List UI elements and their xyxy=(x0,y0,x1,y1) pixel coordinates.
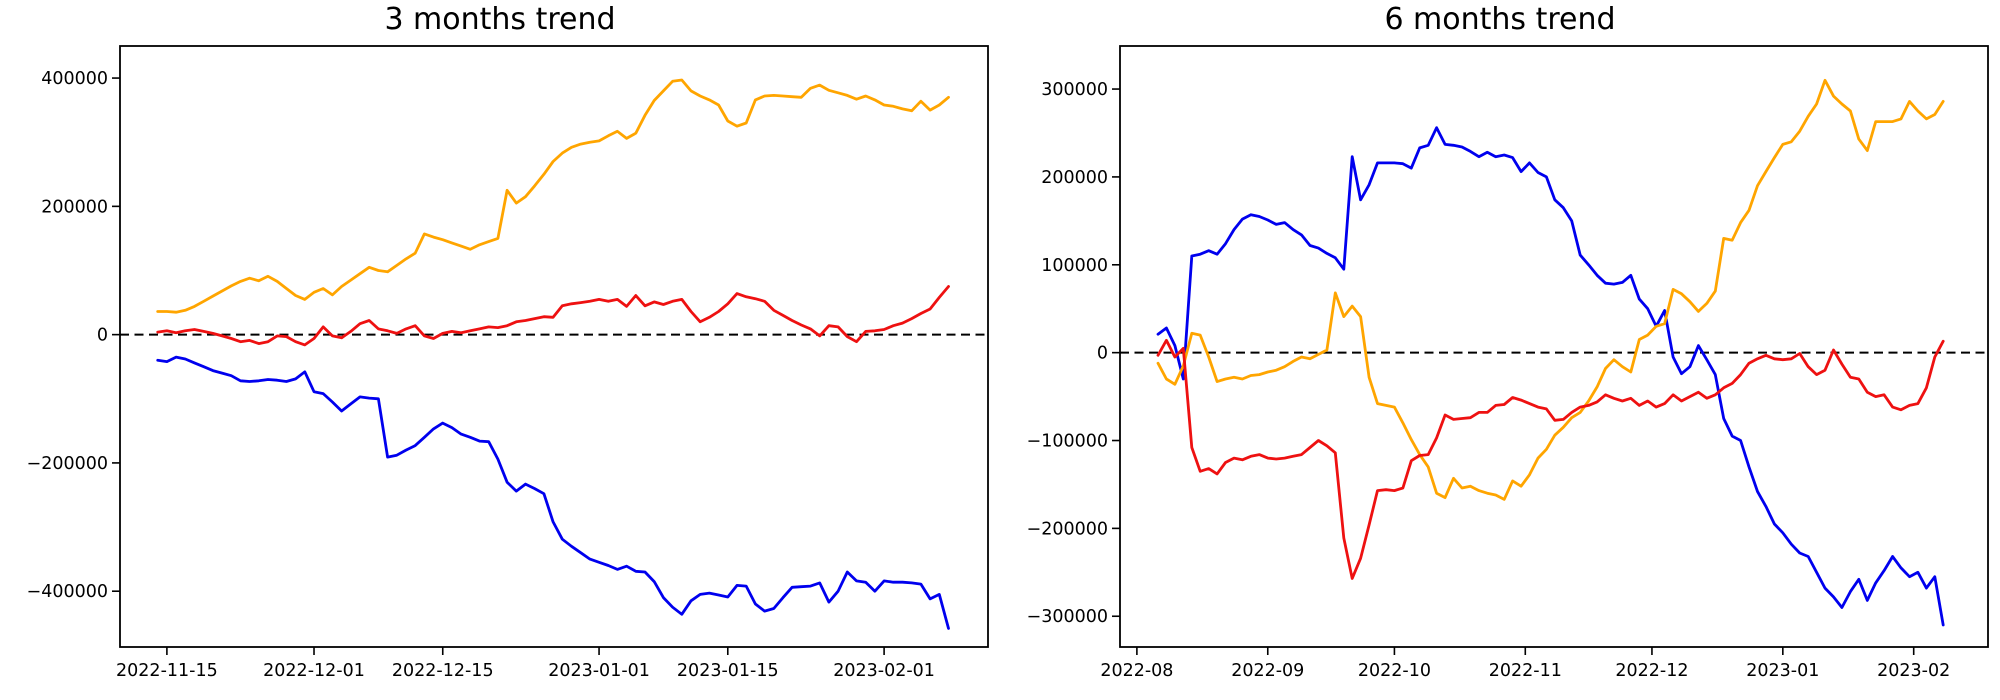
chart-6-months-trend: 6 months trend 300000 200000 100000 0 −10000… xyxy=(1000,0,2000,700)
x-tick-label: 2022-12-15 xyxy=(392,661,494,681)
y-tick-label: −100000 xyxy=(1027,432,1108,452)
y-tick-label: 0 xyxy=(97,326,108,346)
chart-3-months-trend: 3 months trend 400000 200000 0 −200000 −4000… xyxy=(27,2,989,681)
x-tick-label: 2022-08 xyxy=(1100,661,1173,681)
plot-border xyxy=(119,45,989,648)
x-tick-label: 2023-01 xyxy=(1746,661,1819,681)
y-tick-label: 400000 xyxy=(41,69,108,89)
plot-border xyxy=(1119,45,1989,648)
y-tick-label: −200000 xyxy=(27,454,108,474)
x-tick-label: 2022-11-15 xyxy=(116,661,218,681)
series-line-blue xyxy=(156,355,950,630)
y-tick-label: −300000 xyxy=(1027,607,1108,627)
y-tick-label: 100000 xyxy=(1041,256,1108,276)
chart-title-6-months: 6 months trend xyxy=(1384,2,1616,37)
series-line-blue xyxy=(1156,126,1945,627)
x-tick-label: 2023-02 xyxy=(1877,661,1950,681)
series-line-red xyxy=(156,285,950,347)
chart-canvas-6-months: 300000 200000 100000 0 −100000 −200000 −300000… xyxy=(1027,45,1989,681)
series-line-orange xyxy=(1156,78,1945,501)
x-tick-label: 2022-12 xyxy=(1615,661,1688,681)
y-tick-label: 200000 xyxy=(1041,168,1108,188)
x-tick-label: 2022-12-01 xyxy=(263,661,365,681)
y-tick-label: −400000 xyxy=(27,582,108,602)
series-line-red xyxy=(1156,338,1945,580)
x-tick-label: 2022-11 xyxy=(1489,661,1562,681)
chart-title-3-months: 3 months trend xyxy=(384,2,616,37)
x-tick-label: 2023-02-01 xyxy=(833,661,935,681)
y-tick-label: 0 xyxy=(1097,344,1108,364)
x-tick-label: 2022-10 xyxy=(1358,661,1431,681)
x-tick-label: 2023-01-01 xyxy=(548,661,650,681)
x-tick-label: 2022-09 xyxy=(1231,661,1304,681)
chart-canvas-3-months: 400000 200000 0 −200000 −400000 2022-11-15 202… xyxy=(27,45,989,681)
x-tick-label: 2023-01-15 xyxy=(677,661,779,681)
y-tick-label: −200000 xyxy=(1027,519,1108,539)
y-tick-label: 300000 xyxy=(1041,80,1108,100)
series-line-orange xyxy=(156,78,950,314)
y-tick-label: 200000 xyxy=(41,197,108,217)
